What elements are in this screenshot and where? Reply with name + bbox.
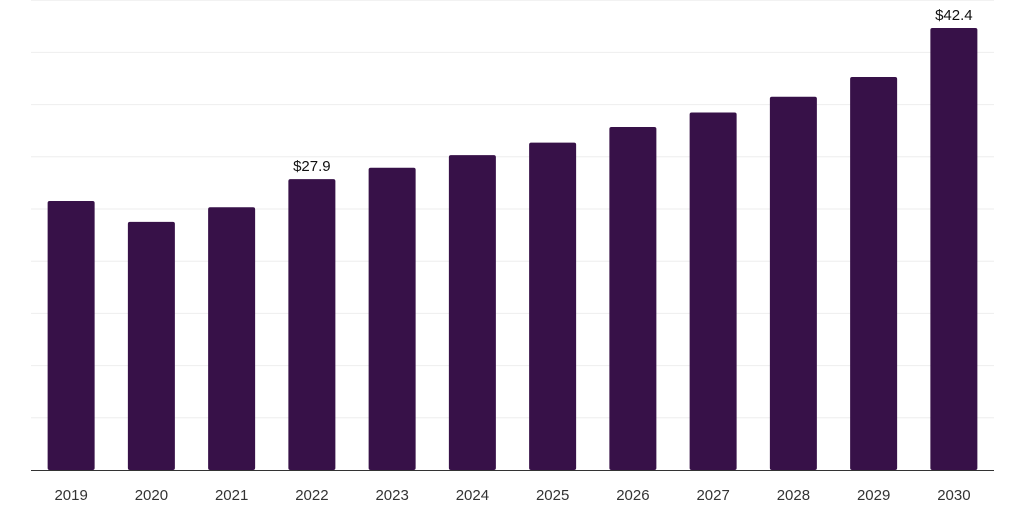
bar-2028	[769, 96, 817, 471]
bar-2019	[47, 201, 95, 470]
bar-2026	[609, 127, 657, 470]
data-label-2030: $42.4	[935, 7, 973, 24]
data-labels: $27.9 $42.4	[293, 7, 973, 175]
x-tick-label-2027: 2027	[696, 487, 729, 504]
bar-2030	[930, 28, 978, 470]
bar-2022	[288, 179, 336, 471]
bar-2027	[689, 112, 737, 470]
data-label-2022: $27.9	[293, 158, 331, 175]
bar-2023	[368, 167, 416, 471]
x-tick-label-2024: 2024	[456, 487, 489, 504]
bar-2025	[529, 142, 577, 471]
bar-2020	[127, 221, 175, 470]
bar-2021	[208, 207, 256, 470]
x-tick-label-2030: 2030	[937, 487, 970, 504]
x-tick-label-2022: 2022	[295, 487, 328, 504]
x-tick-label-2025: 2025	[536, 487, 569, 504]
x-tick-label-2021: 2021	[215, 487, 248, 504]
x-tick-label-2028: 2028	[777, 487, 810, 504]
bar-2024	[448, 155, 496, 470]
bar-2029	[850, 76, 898, 470]
bars	[47, 28, 978, 471]
x-tick-label-2020: 2020	[135, 487, 168, 504]
x-tick-label-2026: 2026	[616, 487, 649, 504]
x-tick-label-2019: 2019	[54, 487, 87, 504]
x-tick-label-2029: 2029	[857, 487, 890, 504]
x-tick-labels: 2019 2020 2021 2022 2023 2024 2025 2026 2027 2028…	[54, 487, 970, 504]
x-tick-label-2023: 2023	[375, 487, 408, 504]
gridlines	[31, 0, 994, 419]
